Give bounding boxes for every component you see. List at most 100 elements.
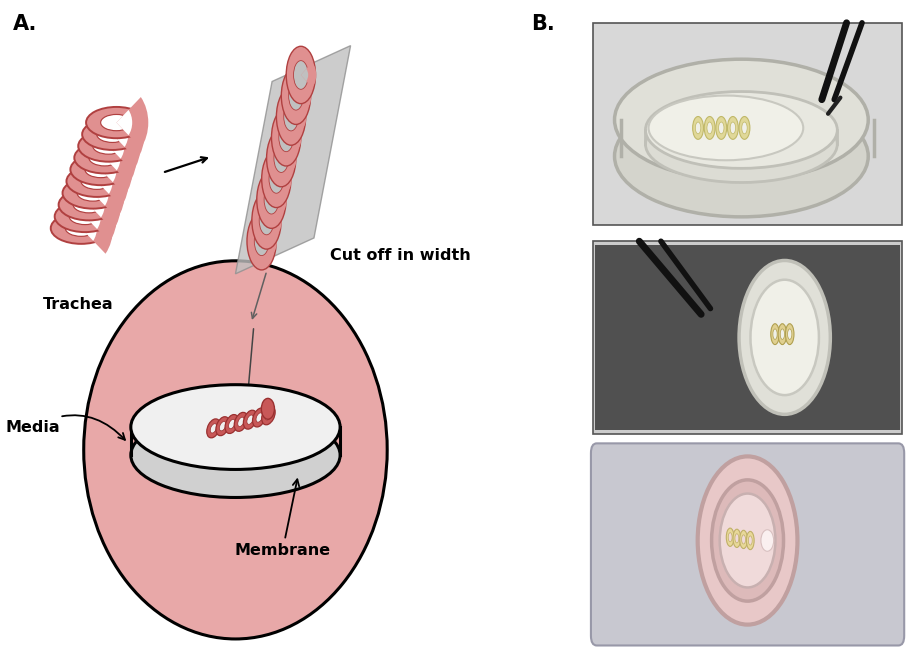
Wedge shape	[113, 109, 145, 160]
Ellipse shape	[284, 102, 298, 131]
Wedge shape	[301, 69, 308, 81]
Wedge shape	[101, 157, 116, 182]
Wedge shape	[93, 168, 125, 218]
Wedge shape	[89, 192, 105, 217]
Wedge shape	[96, 156, 128, 207]
Ellipse shape	[785, 323, 794, 344]
Ellipse shape	[267, 129, 296, 186]
Ellipse shape	[228, 419, 235, 428]
Ellipse shape	[131, 385, 340, 469]
Ellipse shape	[131, 413, 340, 497]
Ellipse shape	[287, 46, 316, 104]
Text: Membrane: Membrane	[235, 479, 330, 558]
Ellipse shape	[69, 209, 101, 224]
Wedge shape	[116, 97, 148, 148]
Ellipse shape	[101, 115, 132, 130]
Ellipse shape	[256, 413, 262, 422]
Text: Cut off in width: Cut off in width	[329, 248, 470, 263]
Ellipse shape	[219, 422, 226, 431]
Ellipse shape	[719, 122, 724, 134]
Ellipse shape	[649, 96, 804, 160]
Wedge shape	[101, 144, 133, 195]
Wedge shape	[81, 203, 113, 254]
Wedge shape	[286, 125, 301, 150]
Circle shape	[720, 494, 775, 587]
Wedge shape	[81, 216, 96, 241]
Ellipse shape	[778, 323, 786, 344]
Ellipse shape	[247, 415, 253, 424]
FancyBboxPatch shape	[593, 23, 903, 225]
Ellipse shape	[66, 166, 127, 197]
Ellipse shape	[727, 117, 738, 140]
Wedge shape	[267, 207, 282, 233]
Ellipse shape	[746, 531, 754, 550]
Wedge shape	[113, 122, 128, 147]
Wedge shape	[108, 121, 140, 171]
Ellipse shape	[704, 117, 715, 140]
Wedge shape	[85, 191, 116, 242]
Wedge shape	[262, 235, 269, 247]
Ellipse shape	[707, 122, 713, 134]
Circle shape	[739, 260, 830, 415]
Ellipse shape	[259, 206, 274, 235]
Circle shape	[761, 529, 774, 551]
Text: B.: B.	[531, 14, 555, 35]
Ellipse shape	[78, 130, 139, 162]
Ellipse shape	[85, 162, 116, 177]
Wedge shape	[85, 204, 101, 229]
FancyBboxPatch shape	[595, 244, 900, 430]
Ellipse shape	[225, 415, 238, 434]
Ellipse shape	[733, 529, 741, 548]
Text: Media: Media	[5, 415, 125, 440]
Ellipse shape	[742, 535, 745, 544]
Wedge shape	[262, 228, 277, 254]
Ellipse shape	[253, 408, 266, 427]
Ellipse shape	[75, 142, 135, 173]
Wedge shape	[281, 145, 297, 171]
Wedge shape	[96, 169, 113, 194]
Ellipse shape	[261, 398, 275, 419]
Ellipse shape	[210, 424, 217, 433]
Ellipse shape	[294, 61, 308, 89]
Ellipse shape	[728, 533, 732, 542]
Ellipse shape	[55, 201, 116, 232]
Ellipse shape	[645, 91, 837, 168]
Circle shape	[712, 480, 784, 601]
Ellipse shape	[216, 417, 229, 436]
Wedge shape	[116, 110, 132, 135]
Ellipse shape	[63, 177, 123, 209]
Ellipse shape	[58, 189, 119, 220]
Ellipse shape	[735, 534, 739, 543]
Wedge shape	[105, 145, 120, 170]
Ellipse shape	[73, 197, 105, 213]
Wedge shape	[105, 132, 136, 183]
Ellipse shape	[271, 109, 301, 166]
Ellipse shape	[274, 144, 288, 172]
Wedge shape	[267, 215, 274, 226]
Ellipse shape	[93, 138, 125, 154]
Ellipse shape	[269, 164, 284, 193]
Ellipse shape	[265, 411, 272, 420]
Circle shape	[751, 280, 819, 395]
Wedge shape	[93, 181, 108, 205]
Ellipse shape	[247, 213, 277, 270]
Ellipse shape	[77, 185, 108, 201]
Ellipse shape	[252, 192, 281, 249]
Ellipse shape	[70, 154, 131, 185]
Wedge shape	[277, 173, 284, 185]
Wedge shape	[89, 179, 121, 230]
Ellipse shape	[234, 412, 248, 432]
Wedge shape	[301, 62, 317, 88]
Ellipse shape	[238, 417, 244, 426]
Ellipse shape	[264, 185, 278, 214]
Ellipse shape	[262, 406, 275, 425]
Wedge shape	[271, 194, 278, 206]
Ellipse shape	[693, 117, 703, 140]
Ellipse shape	[207, 419, 220, 438]
Wedge shape	[296, 90, 303, 102]
Ellipse shape	[739, 117, 750, 140]
Ellipse shape	[288, 82, 303, 110]
Ellipse shape	[86, 107, 147, 138]
Circle shape	[698, 456, 797, 625]
Ellipse shape	[614, 59, 868, 181]
